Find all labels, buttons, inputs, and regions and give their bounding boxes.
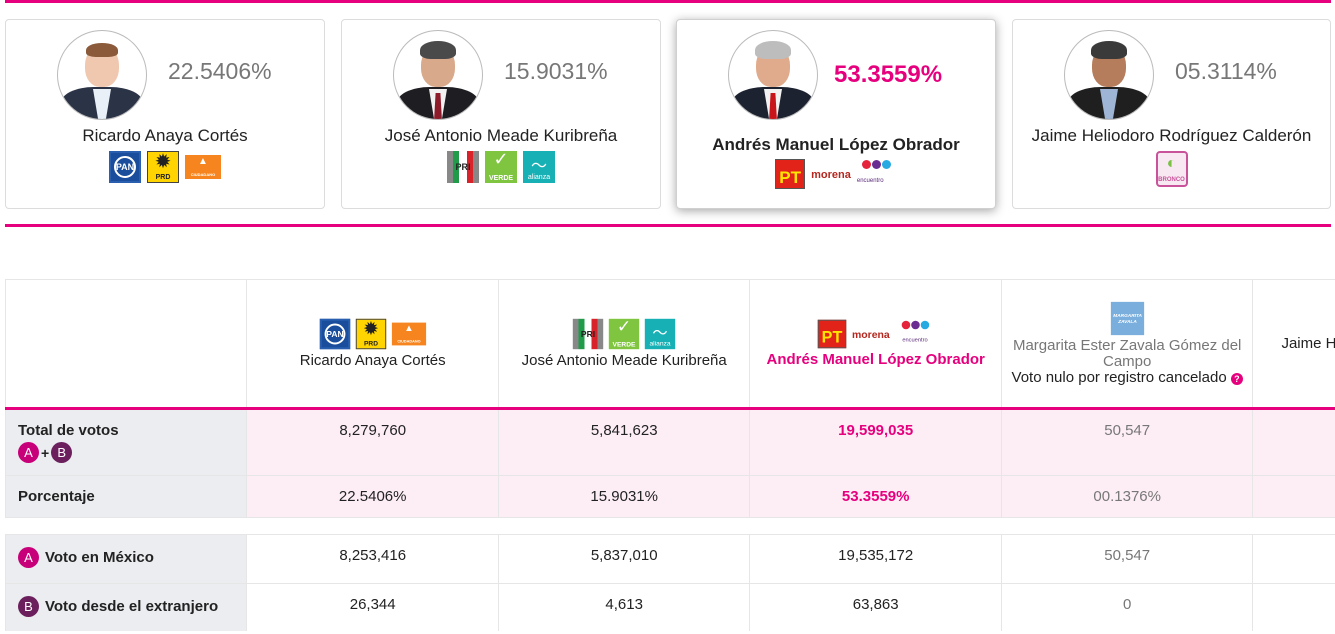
pan-logo-icon xyxy=(319,318,350,350)
table-cell: 63,863 xyxy=(749,583,1002,631)
table-cell: 53.3559% xyxy=(749,475,1002,518)
header-meade: José Antonio Meade Kuribreña xyxy=(497,279,751,409)
table-header-row: Ricardo Anaya Cortés José Antonio Meade … xyxy=(5,279,1335,409)
candidate-name: Andrés Manuel López Obrador xyxy=(712,135,960,154)
encuentro-social-logo-icon: encuentro xyxy=(857,159,897,189)
column-candidate-name: Andrés Manuel López Obrador xyxy=(766,351,985,368)
encuentro-social-logo-icon: encuentro xyxy=(896,320,934,349)
header-rodriguez: Jaime H xyxy=(1252,279,1335,409)
column-candidate-name: Jaime H xyxy=(1281,335,1335,352)
header-lopez-obrador: morena encuentro Andrés Manuel López Obr… xyxy=(749,279,1002,409)
table-cell: 5,837,010 xyxy=(497,534,751,584)
candidate-cards: 22.5406% Ricardo Anaya Cortés 15.9031% J… xyxy=(5,19,1331,209)
candidate-percentage: 22.5406% xyxy=(168,58,272,84)
table-row-percentage: Porcentaje 22.5406% 15.9031% 53.3559% 00… xyxy=(5,475,1335,518)
table-cell: 8,279,760 xyxy=(246,408,499,476)
cancelled-registration-note: Voto nulo por registro cancelado ? xyxy=(1002,370,1253,386)
table-cell: 15.9031% xyxy=(497,475,751,518)
table-cell: 0 xyxy=(1000,583,1254,631)
verde-logo-icon xyxy=(608,318,640,350)
results-table-scroll[interactable]: Ricardo Anaya Cortés José Antonio Meade … xyxy=(5,279,1335,631)
verde-logo-icon xyxy=(485,151,517,183)
table-cell xyxy=(1252,534,1335,584)
prd-logo-icon xyxy=(147,151,179,183)
pan-logo-icon xyxy=(109,151,141,183)
table-cell xyxy=(1252,583,1335,631)
table-cell: 4,613 xyxy=(497,583,751,631)
header-empty-cell xyxy=(5,279,248,409)
table-cell xyxy=(1252,475,1335,518)
header-zavala: Margarita Ester Zavala Gómez del Campo V… xyxy=(1000,279,1254,409)
badge-b: B xyxy=(18,596,39,617)
party-logos xyxy=(342,151,660,183)
bronco-logo-icon xyxy=(1155,151,1188,187)
candidate-card-lopez-obrador[interactable]: 53.3559% Andrés Manuel López Obrador mor… xyxy=(676,19,996,209)
table-row-total-votes: Total de votos A + B 8,279,760 5,841,623… xyxy=(5,408,1335,476)
table-cell: 50,547 xyxy=(1000,408,1254,476)
table-cell: 26,344 xyxy=(246,583,499,631)
candidate-card-meade[interactable]: 15.9031% José Antonio Meade Kuribreña xyxy=(341,19,661,209)
movimiento-ciudadano-logo-icon xyxy=(185,155,221,179)
table-cell: 22.5406% xyxy=(246,475,499,518)
candidate-percentage: 15.9031% xyxy=(504,58,608,84)
badge-a: A xyxy=(18,442,39,463)
movimiento-ciudadano-logo-icon xyxy=(391,322,426,346)
row-label: B Voto desde el extranjero xyxy=(5,583,248,631)
table-cell: 5,841,623 xyxy=(497,408,751,476)
section-divider xyxy=(5,224,1331,227)
party-logos: morena encuentro xyxy=(677,159,995,189)
table-cell: 50,547 xyxy=(1000,534,1254,584)
pri-logo-icon xyxy=(572,318,604,350)
table-row-vote-abroad: B Voto desde el extranjero 26,344 4,613 … xyxy=(5,583,1335,631)
party-logos xyxy=(6,151,324,183)
pt-logo-icon xyxy=(775,159,806,189)
results-table: Ricardo Anaya Cortés José Antonio Meade … xyxy=(5,279,1335,631)
candidate-photo xyxy=(393,30,483,120)
table-cell: 19,535,172 xyxy=(749,534,1002,584)
badge-a: A xyxy=(18,547,39,568)
candidate-photo xyxy=(1064,30,1154,120)
badge-b: B xyxy=(51,442,73,463)
candidate-percentage: 53.3559% xyxy=(834,61,943,88)
candidate-photo xyxy=(728,30,818,120)
table-cell: 8,253,416 xyxy=(246,534,499,584)
margarita-zavala-logo-icon xyxy=(1110,301,1144,336)
pt-logo-icon xyxy=(817,319,847,349)
table-row-vote-mexico: A Voto en México 8,253,416 5,837,010 19,… xyxy=(5,534,1335,584)
party-logos xyxy=(1013,151,1330,187)
morena-logo-icon: morena xyxy=(811,169,851,181)
candidate-name: Ricardo Anaya Cortés xyxy=(82,126,248,145)
row-label: Porcentaje xyxy=(5,475,248,518)
column-candidate-name: Margarita Ester Zavala Gómez del Campo xyxy=(1012,337,1242,370)
plus-sign: + xyxy=(41,444,50,461)
prd-logo-icon xyxy=(355,318,386,350)
top-divider xyxy=(5,0,1331,3)
table-cell: 00.1376% xyxy=(1000,475,1254,518)
candidate-percentage: 05.3114% xyxy=(1175,58,1277,84)
pri-logo-icon xyxy=(447,151,479,183)
candidate-photo xyxy=(57,30,147,120)
header-anaya: Ricardo Anaya Cortés xyxy=(246,279,499,409)
candidate-name: Jaime Heliodoro Rodríguez Calderón xyxy=(1031,126,1312,145)
candidate-name: José Antonio Meade Kuribreña xyxy=(384,126,618,145)
candidate-card-rodriguez[interactable]: 05.3114% Jaime Heliodoro Rodríguez Calde… xyxy=(1012,19,1331,209)
row-label: Total de votos A + B xyxy=(5,408,248,476)
morena-logo-icon: morena xyxy=(851,329,890,341)
table-spacer-row xyxy=(5,517,1335,535)
nueva-alianza-logo-icon xyxy=(523,151,555,183)
help-icon[interactable]: ? xyxy=(1230,373,1243,385)
table-cell: 19,599,035 xyxy=(749,408,1002,476)
nueva-alianza-logo-icon xyxy=(644,318,676,350)
column-candidate-name: José Antonio Meade Kuribreña xyxy=(521,352,727,369)
table-cell xyxy=(1252,408,1335,476)
row-label: A Voto en México xyxy=(5,534,248,584)
candidate-card-anaya[interactable]: 22.5406% Ricardo Anaya Cortés xyxy=(5,19,325,209)
column-candidate-name: Ricardo Anaya Cortés xyxy=(299,352,446,369)
